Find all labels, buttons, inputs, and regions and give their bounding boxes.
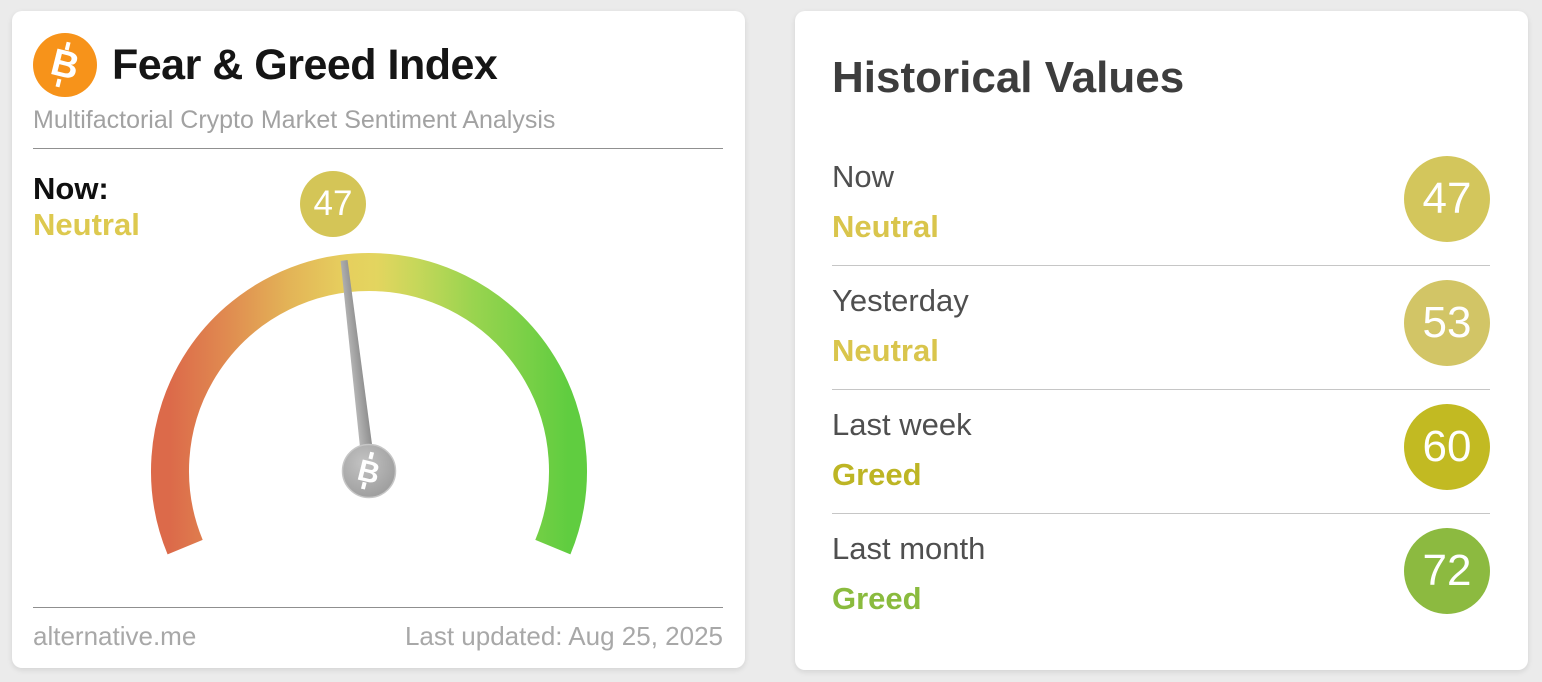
historical-row-last-week: Last week Greed 60 <box>832 390 1490 514</box>
row-period-label: Last month <box>832 531 986 566</box>
historical-title: Historical Values <box>832 53 1185 102</box>
row-value-badge: 47 <box>1404 156 1490 242</box>
now-classification: Neutral <box>33 207 140 243</box>
now-label: Now: <box>33 171 109 206</box>
row-classification: Neutral <box>832 208 939 244</box>
row-classification: Neutral <box>832 332 939 368</box>
historical-values-card: Historical Values Now Neutral 47 Yesterd… <box>795 11 1528 670</box>
row-value-badge: 72 <box>1404 528 1490 614</box>
last-updated-text: Last updated: Aug 25, 2025 <box>404 621 723 651</box>
bitcoin-b-glyph: B <box>26 26 104 104</box>
card-subtitle: Multifactorial Crypto Market Sentiment A… <box>33 106 556 134</box>
card-header: B Fear & Greed Index <box>33 33 723 97</box>
gauge-hub: B <box>341 443 397 499</box>
row-period-label: Now <box>832 159 895 194</box>
row-value-badge: 60 <box>1404 404 1490 490</box>
historical-row-now: Now Neutral 47 <box>832 142 1490 266</box>
header-divider <box>33 148 723 149</box>
row-classification: Greed <box>832 456 922 492</box>
bitcoin-icon: B <box>33 33 97 97</box>
historical-rows: Now Neutral 47 Yesterday Neutral 53 Last… <box>832 142 1490 638</box>
gauge-needle <box>340 260 376 472</box>
row-period-label: Yesterday <box>832 283 969 318</box>
fear-greed-card: B Fear & Greed Index Multifactorial Cryp… <box>12 11 745 668</box>
source-link[interactable]: alternative.me <box>33 621 197 651</box>
row-value-badge: 53 <box>1404 280 1490 366</box>
historical-row-yesterday: Yesterday Neutral 53 <box>832 266 1490 390</box>
row-period-label: Last week <box>832 407 972 442</box>
row-classification: Greed <box>832 580 922 616</box>
card-footer: alternative.me Last updated: Aug 25, 202… <box>33 607 723 668</box>
historical-row-last-month: Last month Greed 72 <box>832 514 1490 638</box>
current-sentiment-block: Now: Neutral 47 <box>33 171 723 243</box>
footer-divider <box>33 607 723 608</box>
gauge-arc <box>151 253 587 555</box>
card-title: Fear & Greed Index <box>112 40 498 89</box>
current-value-badge: 47 <box>300 171 366 237</box>
sentiment-gauge: B <box>151 253 587 555</box>
